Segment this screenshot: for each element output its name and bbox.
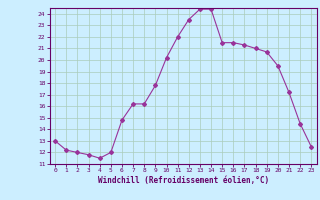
X-axis label: Windchill (Refroidissement éolien,°C): Windchill (Refroidissement éolien,°C) [98,176,269,185]
